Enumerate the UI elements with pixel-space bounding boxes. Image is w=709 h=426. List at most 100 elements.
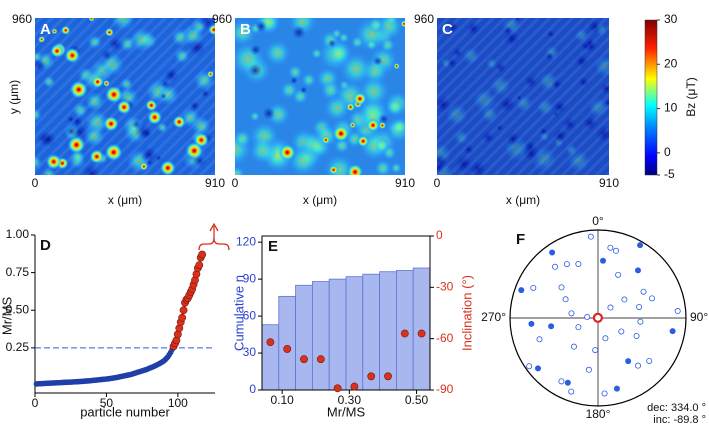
x-right-label: 910 — [395, 176, 415, 190]
bar — [311, 281, 330, 391]
direction-point — [640, 288, 647, 295]
data-point — [333, 384, 342, 393]
y-axis-label: y (μm) — [7, 80, 21, 114]
field-blob — [373, 56, 383, 66]
x-right-label: 910 — [205, 176, 225, 190]
data-point — [179, 306, 188, 315]
direction-point — [563, 261, 570, 268]
y2-tick-label: -30 — [436, 280, 454, 294]
field-peak — [378, 121, 387, 130]
field-peak — [400, 20, 405, 28]
x-axis-label: x (μm) — [506, 193, 540, 207]
direction-point — [568, 388, 575, 395]
direction-point — [575, 324, 582, 331]
panel-letter: F — [516, 231, 525, 248]
field-blob — [350, 35, 365, 50]
bar — [261, 324, 280, 391]
direction-point — [618, 328, 625, 335]
direction-point — [570, 343, 577, 350]
field-blob — [262, 106, 276, 120]
direction-point — [568, 310, 575, 317]
y-tick-label: 0 — [249, 382, 256, 396]
field-peak — [357, 135, 370, 148]
field-blob — [310, 47, 323, 60]
field-blob — [255, 20, 268, 33]
field-blob — [250, 44, 262, 56]
direction-point — [600, 257, 607, 264]
y2-tick-label: -60 — [436, 331, 454, 345]
y2-tick-label: -90 — [436, 382, 454, 396]
map-image — [437, 18, 609, 175]
direction-point — [637, 318, 644, 325]
direction-point — [587, 233, 594, 240]
field-blob — [301, 72, 317, 88]
data-point — [266, 338, 275, 346]
panel-letter: E — [268, 238, 278, 255]
field-peak — [353, 92, 367, 106]
x-tick-label: 0.10 — [270, 393, 294, 407]
field-blob — [367, 18, 385, 33]
y-tick-label: 90 — [243, 271, 257, 285]
colorbar-title: Bz (μT) — [684, 77, 698, 117]
direction-point — [536, 336, 543, 343]
field-blob — [248, 136, 277, 165]
direction-point — [634, 362, 641, 369]
origin-label: 0 — [232, 176, 239, 190]
x-tick-label: 0 — [32, 396, 39, 410]
field-peak — [321, 135, 330, 145]
bar — [412, 267, 431, 391]
direction-point — [634, 267, 641, 274]
bar — [379, 271, 397, 391]
field-blob — [390, 162, 403, 174]
x-tick-label: 0.50 — [405, 393, 429, 407]
bar — [345, 276, 364, 391]
bar — [295, 284, 313, 391]
direction-point — [646, 357, 653, 364]
y2-axis-label: Inclination (°) — [459, 275, 474, 351]
field-blob — [373, 159, 392, 175]
field-blob — [338, 51, 374, 87]
field-peak — [349, 121, 356, 129]
map-image — [235, 18, 405, 175]
data-point — [283, 345, 292, 353]
data-point — [300, 355, 308, 364]
field-peak — [346, 102, 355, 112]
direction-point — [637, 242, 644, 249]
field-blob — [290, 76, 298, 85]
direction-point — [602, 335, 609, 342]
y-tick-label: 30 — [243, 345, 257, 359]
y2-tick-label: 0 — [436, 228, 443, 242]
direction-point — [528, 320, 535, 327]
direction-point — [669, 328, 676, 335]
origin-label: 0 — [434, 176, 441, 190]
colorbar-tick-label: -5 — [664, 167, 675, 181]
x-axis-label: Mr/MS — [327, 404, 366, 419]
panel-letter: D — [40, 237, 51, 254]
data-point — [350, 382, 359, 391]
direction-point — [552, 263, 559, 270]
colorbar-tick-label: 20 — [664, 56, 678, 70]
field-blob — [235, 129, 253, 149]
field-blob — [248, 63, 262, 78]
field-peak — [346, 163, 364, 175]
panel-letter: A — [40, 21, 51, 38]
mean-direction — [592, 312, 604, 323]
field-blob — [263, 39, 292, 67]
direction-label: 180° — [586, 407, 611, 421]
direction-label: 90° — [690, 310, 708, 324]
field-blob — [338, 31, 350, 44]
y-tick-label: 0.50 — [6, 302, 30, 316]
field-blob — [249, 111, 261, 122]
data-point — [198, 250, 207, 259]
y-top-label: 960 — [414, 12, 434, 26]
field-blob — [385, 97, 404, 117]
field-blob — [327, 39, 337, 48]
data-point — [417, 329, 426, 338]
y-top-label: 960 — [12, 12, 32, 26]
direction-point — [613, 385, 620, 392]
direction-point — [535, 365, 542, 372]
direction-point — [607, 244, 614, 251]
field-blob — [235, 166, 245, 175]
direction-point — [548, 323, 555, 330]
